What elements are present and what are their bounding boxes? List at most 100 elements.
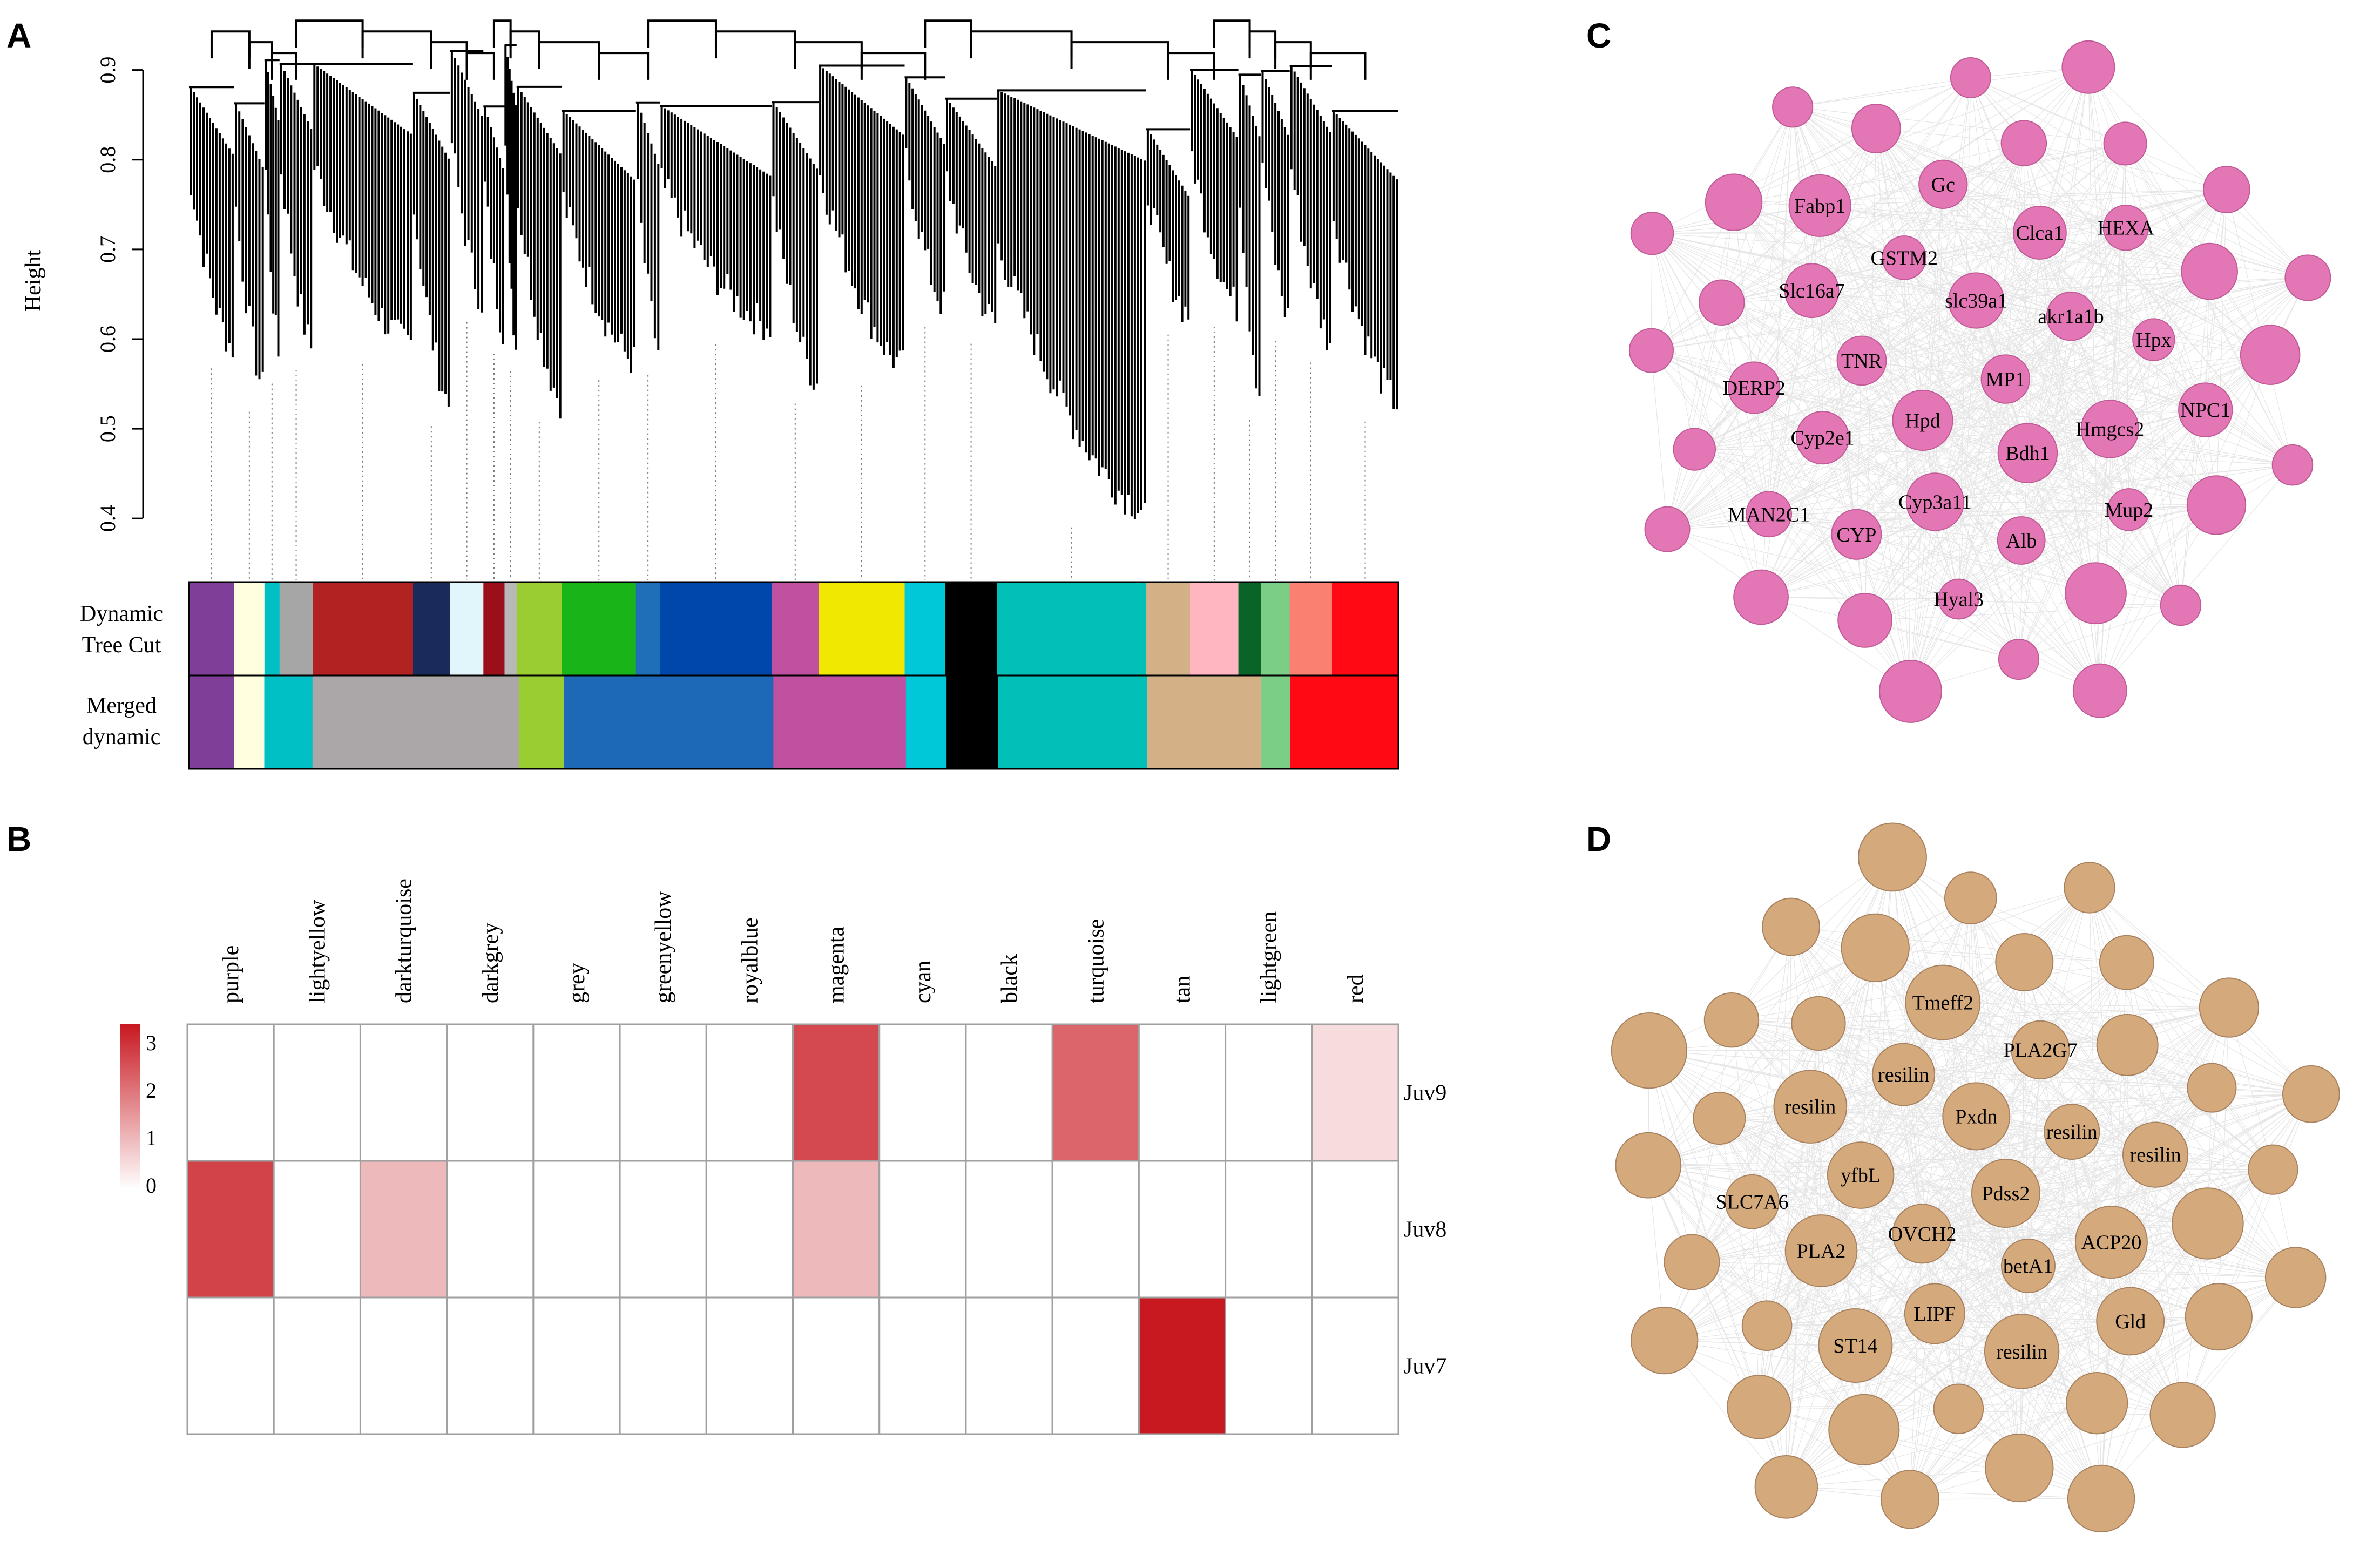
row-label-merged: Merged: [86, 693, 157, 718]
network-d-node-label: Tmeff2: [1912, 992, 1973, 1015]
network-d-node-label: ST14: [1833, 1335, 1877, 1357]
network-d-node: [1615, 1132, 1682, 1199]
network-d-node: [2067, 1464, 2135, 1533]
column-label: purple: [219, 945, 244, 1003]
network-d-node-label: betA1: [2003, 1255, 2053, 1278]
network-d-node: [2149, 1382, 2216, 1448]
merge-link: [248, 41, 273, 69]
network-d-node: [2096, 1013, 2159, 1076]
merged-dynamic-segment-red: [1290, 675, 1399, 769]
network-c-node-label: Hpd: [1905, 409, 1940, 432]
network-c-node: [2107, 488, 2151, 531]
merged-dynamic-segment-magenta: [773, 675, 907, 769]
module-cluster-magenta: [772, 101, 819, 390]
network-c-node-label: GSTM2: [1870, 247, 1938, 269]
network-d-node-label: Pdss2: [1982, 1182, 2030, 1205]
network-c-node: [1705, 173, 1763, 231]
network-c-node: [1892, 389, 1953, 451]
dynamic-tree-cut-segment-lightgreen: [1261, 582, 1290, 675]
network-d-node: [2282, 1065, 2340, 1123]
network-c-node: [1905, 472, 1965, 531]
network-c-node: [1948, 272, 2005, 329]
network-c-node-label: Clca1: [2016, 222, 2064, 245]
heatmap-cell: [1138, 1023, 1227, 1162]
module-cluster-darkred: [483, 105, 505, 344]
panel-c-network: MP1 Hpd slc39a1 Bdh1 TNR akr1a1b Cyp3a11 GSTM2 H…: [1628, 40, 2331, 723]
heatmap-cell: [446, 1160, 535, 1299]
network-d-node: [1773, 1070, 1848, 1144]
panel-a-dendrogram: 0.4 0.5 0.6 0.7 0.8 0.9 Height Dynamic Tree Cut M…: [21, 19, 1399, 770]
heatmap-cell: [619, 1023, 707, 1162]
network-d-node: [1631, 1306, 1699, 1375]
merge-link: [271, 52, 297, 80]
heatmap-cell: [446, 1296, 535, 1435]
dynamic-tree-cut-segment-royalblue: [660, 582, 773, 675]
row-label-dynamic: Dynamic: [80, 601, 163, 626]
merge-link: [860, 52, 927, 80]
network-c-node: [1998, 638, 2040, 680]
column-label: tan: [1170, 976, 1195, 1003]
dynamic-tree-cut-segment-steelblue: [635, 582, 661, 675]
network-c-node-label: Cyp2e1: [1790, 427, 1854, 450]
column-label: lightyellow: [305, 900, 330, 1003]
legend-tick: 2: [146, 1078, 157, 1103]
merged-dynamic-segment-royalblue: [564, 675, 774, 769]
network-c-node: [2178, 382, 2233, 437]
dynamic-tree-cut-segment-lightcyan: [450, 582, 484, 675]
row-label: Juv8: [1404, 1218, 1446, 1242]
network-c-node-label: CYP: [1836, 524, 1876, 546]
merge-link: [465, 52, 495, 80]
network-d-node-label: resilin: [2046, 1121, 2098, 1144]
module-cluster-turquoise: [997, 89, 1146, 519]
network-d-node: [2011, 1020, 2070, 1079]
column-label: magenta: [824, 926, 849, 1003]
heatmap-cell: [273, 1160, 361, 1299]
dynamic-tree-cut-segment-cyan: [904, 582, 946, 675]
network-c-node: [2103, 121, 2147, 166]
heatmap-cell: [1051, 1023, 1140, 1162]
network-c-node-label: DERP2: [1723, 377, 1786, 400]
dynamic-tree-cut-segment-black: [945, 582, 997, 675]
network-c-node: [1950, 57, 1991, 98]
network-c-node: [1879, 659, 1942, 723]
module-cluster-lightgreen: [1261, 70, 1290, 317]
panel-b-heatmap: Juv9 Juv8 Juv7 purple lightyellow darkturquoi…: [120, 878, 1446, 1435]
heatmap-cell: [186, 1160, 275, 1299]
module-cluster-darkgrey: [279, 63, 313, 349]
merged-dynamic-segment-purple: [189, 675, 235, 769]
dynamic-tree-cut-segment-firebrick: [313, 582, 413, 675]
network-c-node: [2000, 120, 2047, 166]
network-c-node: [2284, 254, 2331, 301]
network-c-node: [1997, 516, 2046, 565]
column-label: darkturquoise: [392, 878, 417, 1003]
network-c-node: [2186, 475, 2247, 535]
heatmap-cell: [186, 1296, 275, 1435]
dynamic-tree-cut-segment-yellow: [819, 582, 905, 675]
network-d-node: [2000, 1238, 2056, 1293]
network-c-node: [1630, 211, 1674, 255]
merge-link: [1167, 52, 1215, 80]
column-label: cyan: [911, 961, 936, 1003]
y-tick-label: 0.8: [96, 146, 120, 173]
network-c-node-label: Gc: [1931, 173, 1955, 196]
module-cluster-black: [945, 97, 997, 323]
network-c-node: [1918, 159, 1968, 209]
network-d-node: [1693, 1092, 1746, 1145]
y-tick-label: 0.9: [96, 57, 120, 84]
dynamic-tree-cut-segment-pink: [1190, 582, 1239, 675]
network-d-node: [1741, 1300, 1793, 1351]
row-label-tree-cut: Tree Cut: [82, 633, 161, 658]
network-c-node: [2160, 584, 2202, 626]
network-d-node: [2122, 1121, 2189, 1188]
network-c-node-label: Alb: [2006, 530, 2037, 552]
module-cluster-steelblue: [635, 101, 660, 350]
dynamic-tree-cut-segment-grey: [504, 582, 517, 675]
network-c-node-label: Hmgcs2: [2076, 418, 2145, 441]
network-d-node-label: Pxdn: [1955, 1105, 1997, 1128]
network-d-node: [1872, 1043, 1936, 1106]
heatmap-cell: [792, 1160, 881, 1299]
column-label: greenyellow: [651, 891, 676, 1003]
network-d-node-label: PLA2: [1797, 1240, 1846, 1262]
network-c-node-label: NPC1: [2180, 399, 2230, 422]
dynamic-tree-cut-segment-purple: [189, 582, 235, 675]
